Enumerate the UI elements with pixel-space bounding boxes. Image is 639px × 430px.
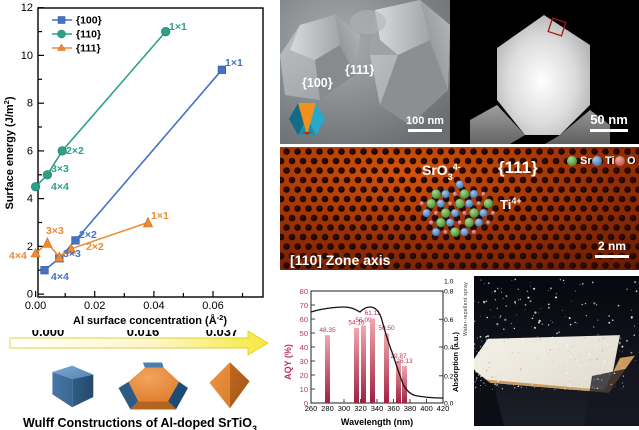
svg-text:2 nm: 2 nm	[598, 239, 626, 253]
svg-text:300: 300	[338, 404, 351, 413]
svg-text:1×1: 1×1	[151, 210, 169, 222]
svg-text:4×4: 4×4	[51, 271, 69, 283]
svg-text:{100}: {100}	[302, 76, 333, 90]
svg-text:Ti: Ti	[605, 155, 615, 167]
svg-text:50: 50	[300, 329, 308, 338]
svg-text:0: 0	[304, 399, 308, 408]
svg-text:30: 30	[300, 357, 308, 366]
svg-text:50.50: 50.50	[378, 325, 395, 332]
svg-text:{110}: {110}	[76, 29, 101, 41]
svg-text:4×4: 4×4	[51, 181, 69, 193]
svg-text:380: 380	[404, 404, 417, 413]
svg-text:3×3: 3×3	[51, 163, 69, 175]
svg-text:6: 6	[27, 145, 33, 157]
svg-text:[110] Zone axis: [110] Zone axis	[290, 252, 391, 268]
svg-text:{100}: {100}	[76, 15, 102, 27]
svg-text:2: 2	[27, 241, 33, 253]
svg-text:3×3: 3×3	[46, 225, 64, 237]
svg-text:{111}: {111}	[498, 158, 538, 177]
svg-text:10: 10	[300, 385, 308, 394]
svg-text:56.09: 56.09	[355, 317, 372, 324]
svg-text:8: 8	[27, 98, 33, 110]
svg-text:320: 320	[354, 404, 367, 413]
svg-text:4×4: 4×4	[9, 250, 27, 262]
svg-text:0.8: 0.8	[444, 289, 454, 296]
svg-text:0.02: 0.02	[84, 300, 105, 312]
svg-text:60: 60	[300, 315, 308, 324]
svg-text:3×3: 3×3	[63, 248, 81, 260]
svg-text:Wavelength (nm): Wavelength (nm)	[341, 417, 413, 427]
svg-text:0.06: 0.06	[202, 300, 223, 312]
svg-text:2×2: 2×2	[66, 145, 84, 157]
svg-text:0.04: 0.04	[143, 300, 164, 312]
svg-text:Sr: Sr	[580, 155, 592, 167]
svg-text:360: 360	[387, 404, 400, 413]
svg-text:Al surface concentration (Å-2): Al surface concentration (Å-2)	[73, 313, 227, 328]
svg-text:20: 20	[300, 371, 308, 380]
svg-text:AQY (%): AQY (%)	[283, 344, 293, 380]
svg-text:1×1: 1×1	[225, 57, 243, 69]
svg-text:100 nm: 100 nm	[406, 115, 444, 127]
svg-text:Surface energy (J/m2): Surface energy (J/m2)	[2, 96, 17, 209]
svg-text:50 nm: 50 nm	[590, 112, 628, 127]
svg-text:1×1: 1×1	[169, 21, 187, 33]
svg-text:2×2: 2×2	[86, 241, 104, 253]
svg-text:0.0: 0.0	[444, 401, 454, 408]
svg-text:280: 280	[321, 404, 334, 413]
svg-text:Absorption (a.u.): Absorption (a.u.)	[451, 332, 460, 392]
svg-text:400: 400	[420, 404, 433, 413]
svg-text:{111}: {111}	[345, 63, 374, 77]
svg-text:0.00: 0.00	[25, 300, 46, 312]
svg-text:O: O	[627, 155, 636, 167]
svg-text:2×2: 2×2	[79, 229, 97, 241]
svg-text:80: 80	[300, 287, 308, 296]
svg-text:26.13: 26.13	[396, 358, 413, 365]
svg-text:0: 0	[27, 289, 33, 301]
svg-text:{111}: {111}	[76, 43, 101, 55]
svg-text:340: 340	[371, 404, 384, 413]
svg-text:48.35: 48.35	[319, 327, 336, 334]
svg-text:0.6: 0.6	[444, 317, 454, 324]
svg-text:4: 4	[27, 193, 33, 205]
svg-text:70: 70	[300, 301, 308, 310]
svg-text:12: 12	[21, 2, 33, 14]
svg-text:40: 40	[300, 343, 308, 352]
svg-text:1.0: 1.0	[444, 279, 454, 286]
svg-text:10: 10	[21, 50, 33, 62]
